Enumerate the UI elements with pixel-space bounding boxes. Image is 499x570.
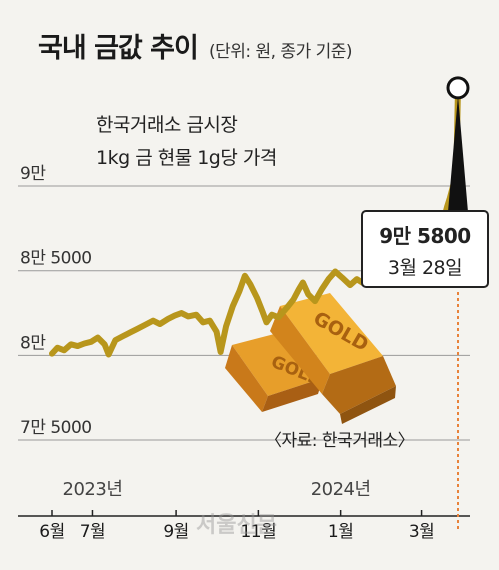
callout-date: 3월 28일 — [387, 257, 463, 279]
x-tick-label: 3월 — [409, 522, 434, 542]
y-tick-label: 8만 5000 — [20, 249, 92, 269]
callout-value: 9만 5800 — [379, 224, 471, 248]
gold-bar-back-side — [225, 345, 268, 412]
y-tick-label: 8만 — [20, 333, 46, 353]
x-axis — [18, 510, 470, 517]
x-tick-label: 6월 — [39, 522, 64, 542]
source-label: 〈자료: 한국거래소〉 — [265, 431, 414, 451]
y-tick-label: 9만 — [20, 164, 46, 184]
y-tick-label: 7만 5000 — [20, 418, 92, 438]
year-labels: 2023년 2024년 — [63, 479, 372, 500]
latest-value-callout: 9만 5800 3월 28일 — [361, 210, 489, 288]
gold-bar-back-top — [232, 331, 323, 396]
x-axis-tick-labels: 6월 7월 9월 11월 1월 3월 — [39, 522, 435, 542]
gold-bars-illustration: GOLD GOLD — [225, 293, 396, 424]
gold-bar-back-front — [262, 378, 323, 412]
gold-bar-front-base — [340, 386, 396, 424]
latest-value-marker — [446, 76, 470, 100]
publisher-watermark: 서울신문 — [196, 513, 277, 538]
description-line-1: 한국거래소 금시장 — [96, 114, 237, 136]
callout-pointer — [448, 95, 468, 212]
gold-bar-front-face — [322, 356, 396, 414]
gold-bar-front-top — [280, 293, 383, 374]
chart-header: 국내 금값 추이 (단위: 원, 종가 기준) — [38, 26, 353, 65]
description-line-2: 1kg 금 현물 1g당 가격 — [96, 147, 277, 169]
year-label: 2024년 — [311, 479, 371, 500]
chart-subtitle: (단위: 원, 종가 기준) — [208, 42, 353, 62]
year-label: 2023년 — [63, 479, 123, 500]
gold-bar-front-side — [270, 306, 330, 394]
x-tick-label: 11월 — [240, 522, 276, 542]
x-tick-label: 7월 — [80, 522, 105, 542]
chart-title: 국내 금값 추이 — [38, 33, 199, 64]
y-axis-tick-labels: 9만 8만 5000 8만 7만 5000 — [20, 164, 92, 438]
x-tick-label: 9월 — [163, 522, 188, 542]
x-tick-label: 1월 — [328, 522, 353, 542]
